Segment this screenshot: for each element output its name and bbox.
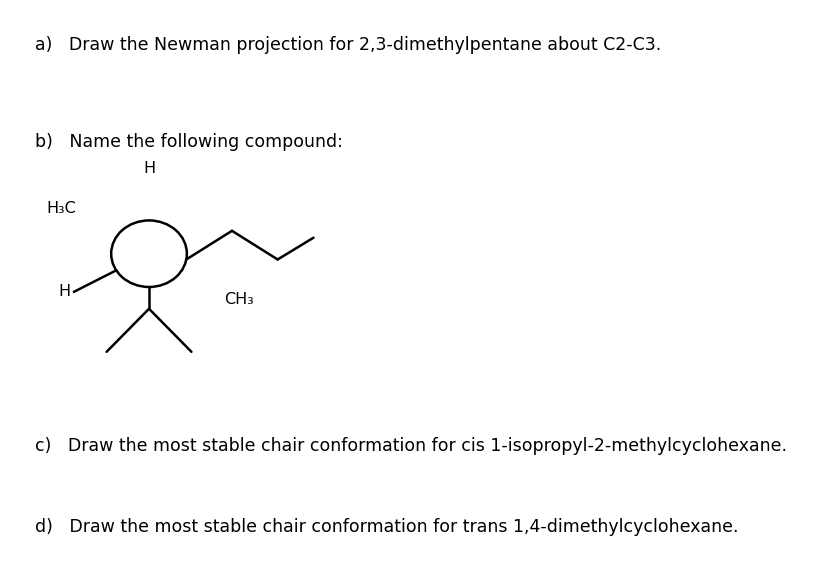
Text: H₃C: H₃C <box>46 201 76 215</box>
Text: H: H <box>143 161 155 176</box>
Text: b)   Name the following compound:: b) Name the following compound: <box>36 133 343 151</box>
Circle shape <box>111 221 187 287</box>
Text: CH₃: CH₃ <box>224 292 254 307</box>
Text: c)   Draw the most stable chair conformation for cis 1-isopropyl-2-methylcyclohe: c) Draw the most stable chair conformati… <box>36 437 788 455</box>
Text: H: H <box>59 285 71 299</box>
Text: a)   Draw the Newman projection for 2,3-dimethylpentane about C2-C3.: a) Draw the Newman projection for 2,3-di… <box>36 36 662 54</box>
Text: d)   Draw the most stable chair conformation for trans 1,4-dimethylcyclohexane.: d) Draw the most stable chair conformati… <box>36 517 739 535</box>
